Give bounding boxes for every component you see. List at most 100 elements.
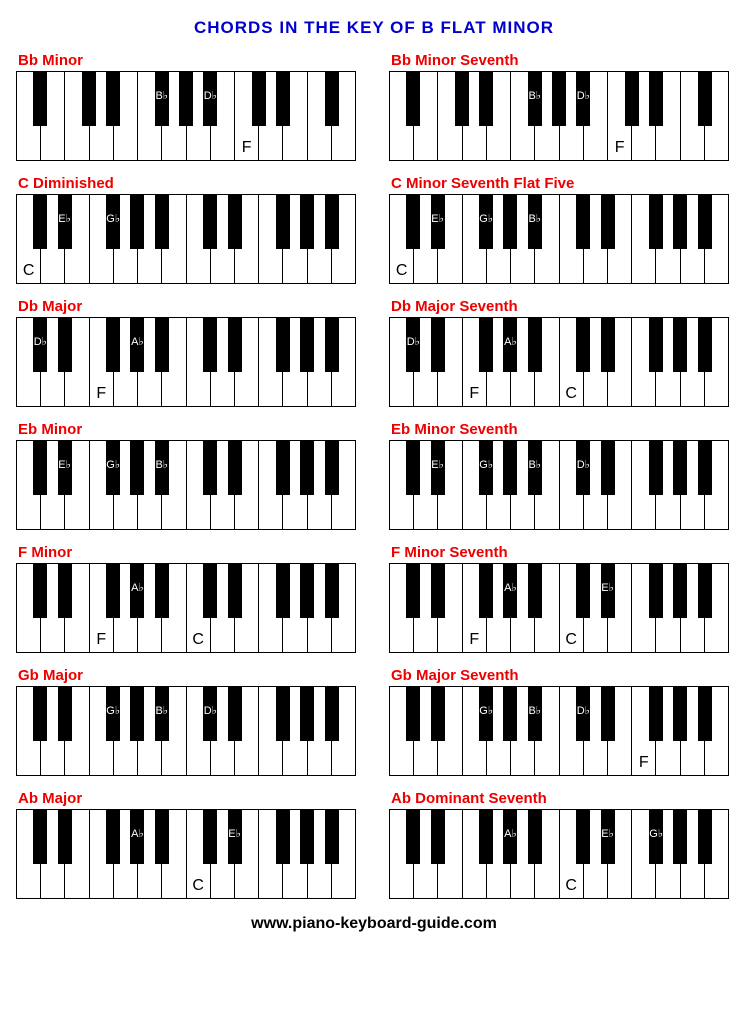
black-key-label: D♭ [204, 89, 217, 102]
black-key [503, 686, 517, 741]
black-key [300, 686, 314, 741]
black-key-label: B♭ [155, 704, 168, 717]
black-key [58, 563, 72, 618]
black-key [528, 809, 542, 864]
chord-block: C DiminishedCE♭G♭ [16, 175, 359, 284]
black-key [479, 563, 493, 618]
chord-grid: Bb MinorFB♭D♭Bb Minor SeventhFB♭D♭C Dimi… [10, 52, 738, 899]
black-key [431, 809, 445, 864]
black-key [228, 563, 242, 618]
chord-block: Gb MajorG♭B♭D♭ [16, 667, 359, 776]
black-key [649, 563, 663, 618]
black-key [276, 194, 290, 249]
black-key: B♭ [528, 440, 542, 495]
black-key: G♭ [479, 686, 493, 741]
black-key [649, 440, 663, 495]
black-key: B♭ [155, 686, 169, 741]
keyboard: G♭B♭D♭ [16, 686, 356, 776]
white-key-label: C [23, 262, 35, 280]
black-key: A♭ [503, 563, 517, 618]
black-key [601, 686, 615, 741]
black-key-label: G♭ [649, 827, 663, 840]
black-key [406, 563, 420, 618]
black-key [673, 686, 687, 741]
black-key [673, 317, 687, 372]
keyboard: E♭G♭B♭D♭ [389, 440, 729, 530]
black-key [179, 71, 193, 126]
black-key [576, 194, 590, 249]
black-key [698, 809, 712, 864]
black-key [325, 440, 339, 495]
chord-block: Db Major SeventhFCD♭A♭ [389, 298, 732, 407]
black-key [276, 563, 290, 618]
black-key-label: B♭ [528, 212, 541, 225]
black-key [673, 809, 687, 864]
black-key [106, 71, 120, 126]
black-key-label: E♭ [228, 827, 241, 840]
black-key-label: B♭ [528, 704, 541, 717]
black-key [276, 440, 290, 495]
black-key: D♭ [576, 71, 590, 126]
black-key-label: G♭ [106, 704, 120, 717]
black-key [130, 440, 144, 495]
black-key: A♭ [503, 809, 517, 864]
keyboard: E♭G♭B♭ [16, 440, 356, 530]
keyboard: CE♭G♭B♭ [389, 194, 729, 284]
black-key-label: A♭ [504, 581, 517, 594]
black-key [252, 71, 266, 126]
black-key-label: D♭ [577, 458, 590, 471]
chord-name: Gb Major [18, 667, 359, 684]
white-key-label: F [96, 385, 106, 403]
black-key [228, 686, 242, 741]
keyboard: FB♭D♭ [16, 71, 356, 161]
black-key [203, 809, 217, 864]
black-key [106, 317, 120, 372]
black-key-label: A♭ [131, 827, 144, 840]
black-key [431, 686, 445, 741]
black-key [698, 317, 712, 372]
chord-block: Db Major F D♭ A♭ [16, 298, 359, 407]
chord-name: F Minor Seventh [391, 544, 732, 561]
black-key-label: D♭ [34, 335, 47, 348]
black-key: A♭ [130, 563, 144, 618]
black-key-label: D♭ [577, 704, 590, 717]
chord-block: Gb Major SeventhFG♭B♭D♭ [389, 667, 732, 776]
black-key [601, 440, 615, 495]
white-key-label: C [396, 262, 408, 280]
black-key: D♭ [576, 686, 590, 741]
black-key [698, 194, 712, 249]
white-key-label: F [242, 139, 252, 157]
black-key [58, 686, 72, 741]
black-key: A♭ [130, 809, 144, 864]
black-key [33, 194, 47, 249]
keyboard: F D♭ A♭ [16, 317, 356, 407]
white-key-label: C [192, 877, 204, 895]
black-key [601, 317, 615, 372]
black-key-label: E♭ [601, 581, 614, 594]
chord-name: Eb Minor Seventh [391, 421, 732, 438]
black-key: D♭ [33, 317, 47, 372]
black-key [276, 71, 290, 126]
black-key: B♭ [155, 440, 169, 495]
keyboard: FCD♭A♭ [389, 317, 729, 407]
black-key [649, 686, 663, 741]
black-key-label: D♭ [407, 335, 420, 348]
black-key-label: E♭ [58, 458, 71, 471]
chord-name: Db Major [18, 298, 359, 315]
chord-name: Bb Minor [18, 52, 359, 69]
black-key [325, 563, 339, 618]
black-key [698, 71, 712, 126]
black-key: G♭ [649, 809, 663, 864]
black-key [431, 317, 445, 372]
black-key-label: A♭ [131, 335, 144, 348]
black-key [406, 686, 420, 741]
black-key [155, 563, 169, 618]
black-key [503, 440, 517, 495]
black-key [203, 563, 217, 618]
black-key [325, 317, 339, 372]
black-key [228, 440, 242, 495]
white-key-label: F [469, 385, 479, 403]
black-key [106, 563, 120, 618]
keyboard: FCA♭ [16, 563, 356, 653]
black-key [33, 809, 47, 864]
